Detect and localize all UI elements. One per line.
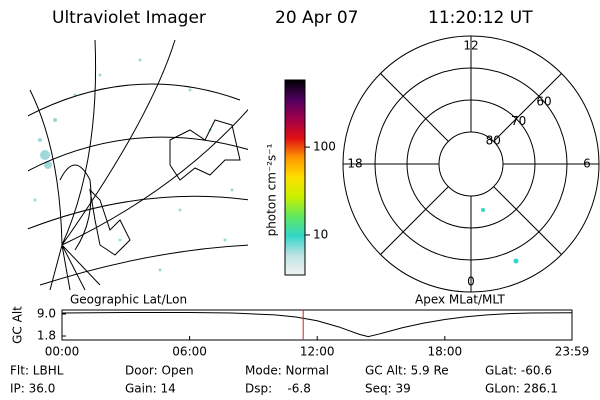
polar-lat-label: 60 <box>536 94 551 108</box>
colorbar <box>284 79 306 276</box>
info-field: GLon: 286.1 <box>485 382 558 396</box>
time: 11:20:12 UT <box>428 8 533 28</box>
info-field: Mode: Normal <box>245 364 329 378</box>
x-tick-label: 06:00 <box>172 345 207 359</box>
timeline-ylabel: GC Alt <box>11 306 25 344</box>
map <box>28 40 248 290</box>
instrument-title: Ultraviolet Imager <box>52 8 206 28</box>
polar-lat-label: 80 <box>486 133 501 147</box>
info-field: Flt: LBHL <box>10 364 64 378</box>
polar-mlt-label: 12 <box>463 39 478 53</box>
date: 20 Apr 07 <box>275 8 358 28</box>
info-field: GC Alt: 5.9 Re <box>365 364 449 378</box>
info-field: Dsp: -6.8 <box>245 382 311 396</box>
polar-label: Apex MLat/MLT <box>415 293 505 307</box>
info-field: GLat: -60.6 <box>485 364 552 378</box>
polar-mlt-label: 18 <box>347 157 362 171</box>
aurora-dots <box>33 58 234 272</box>
polar-mlt-label: 0 <box>467 275 475 289</box>
info-field: Door: Open <box>125 364 194 378</box>
info-field: Seq: 39 <box>365 382 411 396</box>
polar-lat-label: 70 <box>511 114 526 128</box>
map-label: Geographic Lat/Lon <box>70 293 187 307</box>
colorbar-tick-label: 100 <box>313 140 336 154</box>
colorbar-label: photon cm⁻²s⁻¹ <box>265 143 279 236</box>
x-tick-label: 00:00 <box>45 345 80 359</box>
x-tick-label: 18:00 <box>428 345 463 359</box>
polar-spoke <box>380 186 449 255</box>
x-tick-label: 12:00 <box>300 345 335 359</box>
polar-dot <box>481 208 485 212</box>
x-tick-label: 23:59 <box>555 345 590 359</box>
info-field: IP: 36.0 <box>10 382 55 396</box>
polar-dot <box>513 258 519 264</box>
polar-mlt-label: 6 <box>583 157 591 171</box>
polar-spoke <box>380 73 449 142</box>
polar-spoke <box>493 73 562 142</box>
polar-spoke <box>493 186 562 255</box>
y-tick-label: 9.0 <box>37 306 56 320</box>
altitude-line <box>61 311 573 338</box>
y-tick-label: 1.8 <box>37 329 56 343</box>
info-field: Gain: 14 <box>125 382 176 396</box>
colorbar-tick-label: 10 <box>313 227 328 241</box>
